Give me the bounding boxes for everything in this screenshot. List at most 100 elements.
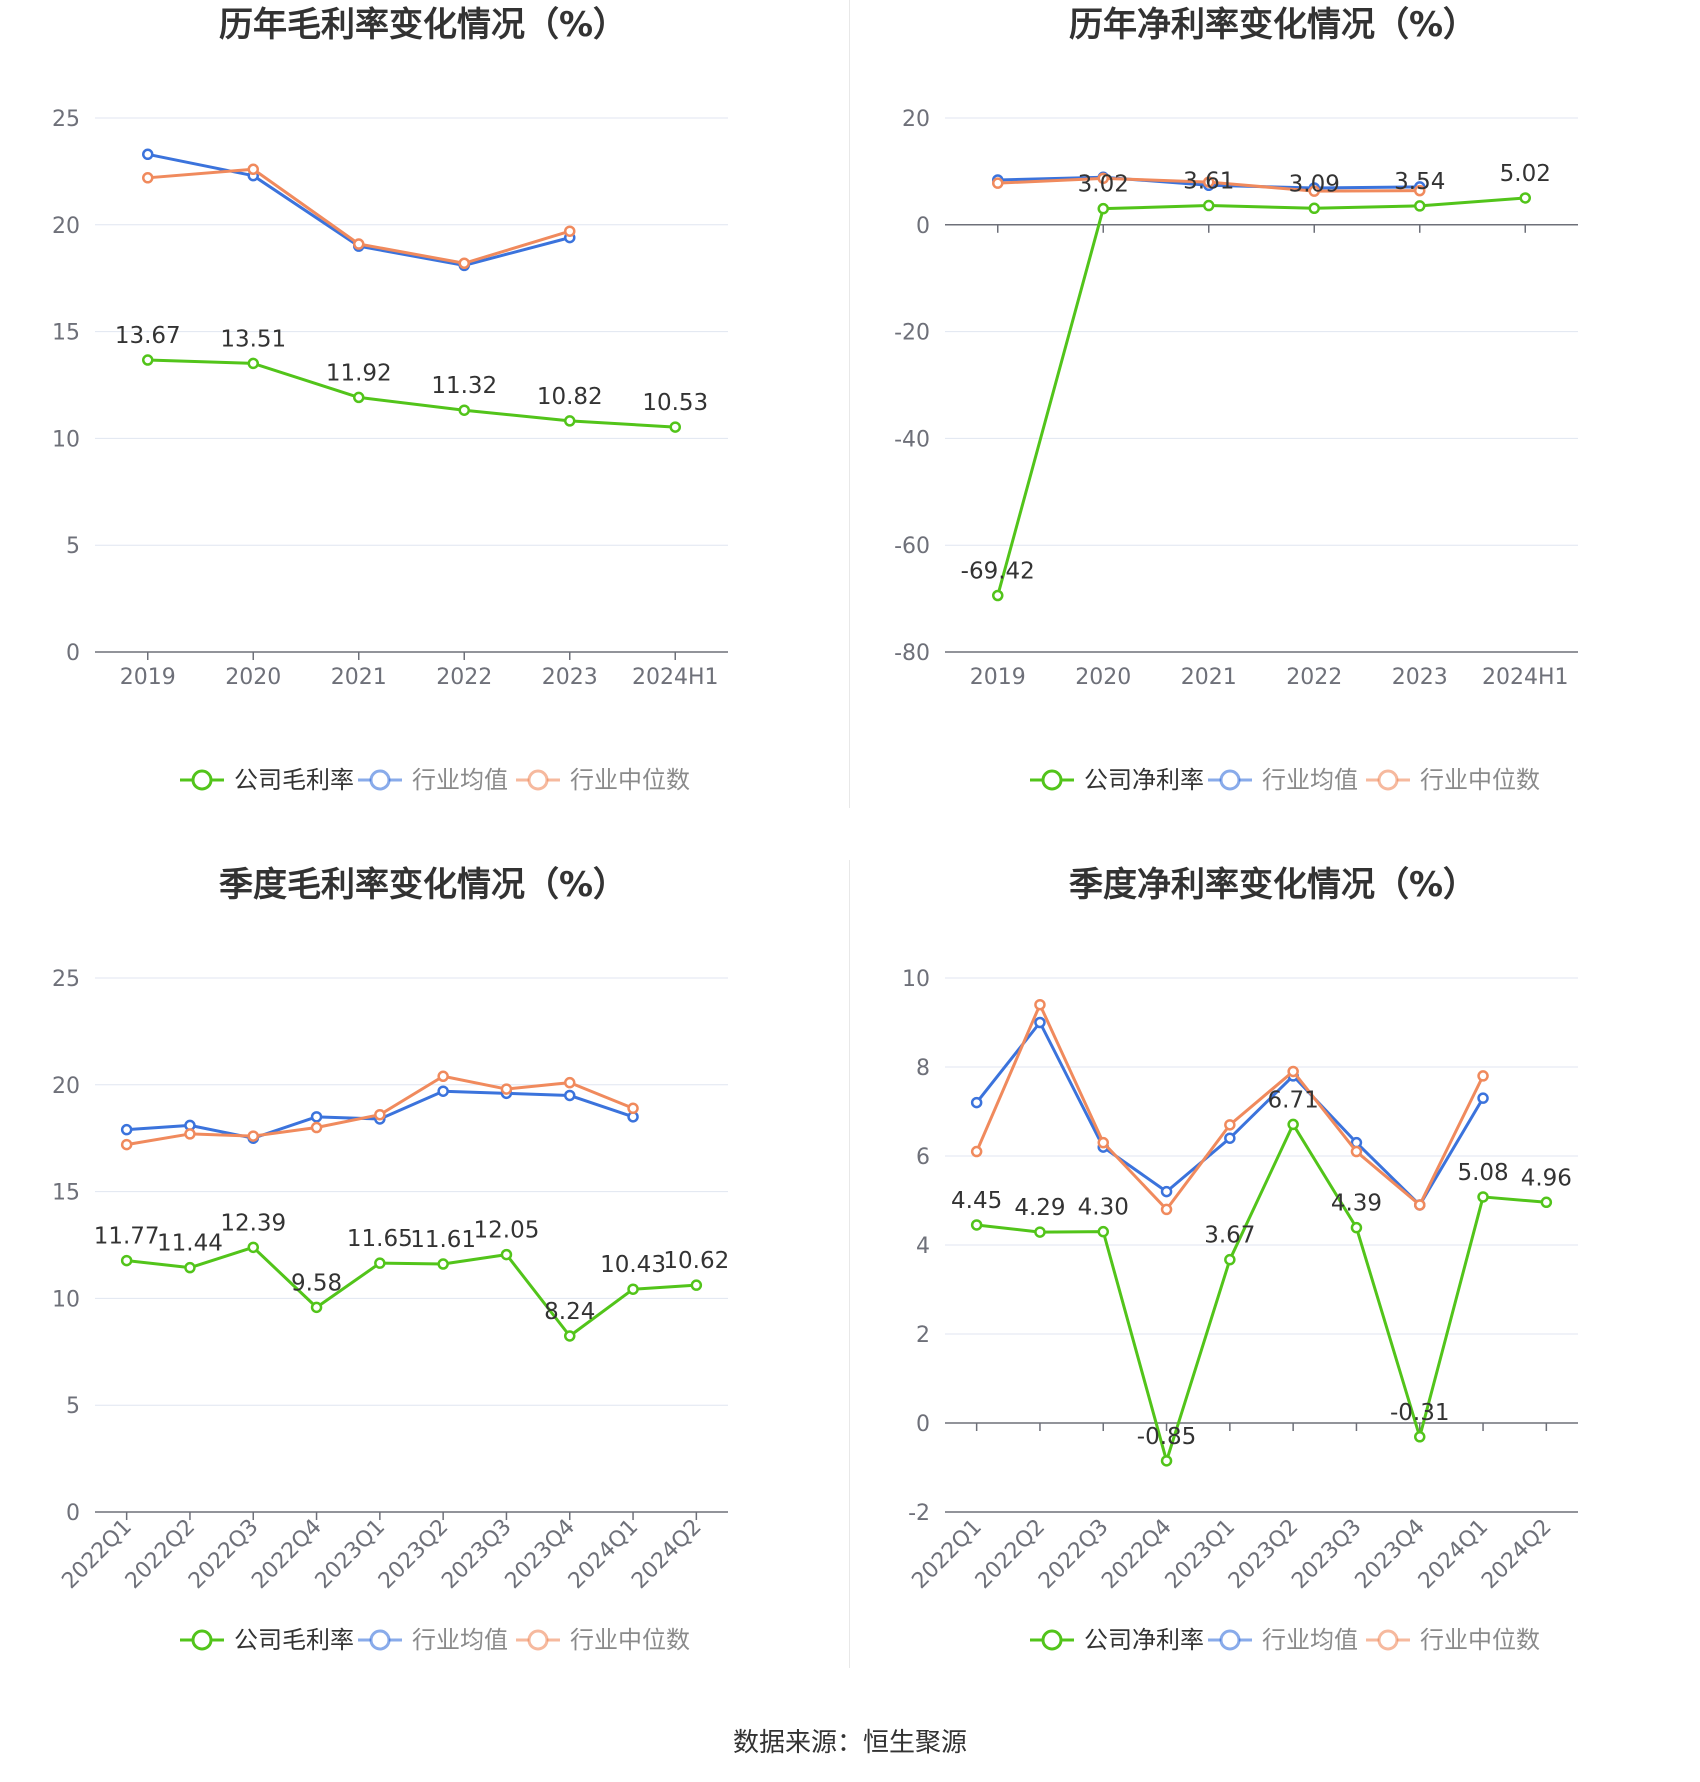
data-point xyxy=(247,357,259,370)
data-point xyxy=(1414,1431,1426,1443)
legend-label[interactable]: 行业中位数 xyxy=(570,766,690,794)
data-label: 3.09 xyxy=(1289,171,1340,197)
y-tick-label: -80 xyxy=(894,641,930,666)
data-point xyxy=(1097,172,1109,185)
x-tick-label: 2023Q3 xyxy=(1287,1515,1366,1594)
legend-label[interactable]: 行业均值 xyxy=(1262,766,1358,794)
data-point xyxy=(564,1076,576,1089)
x-tick-label: 2023Q3 xyxy=(437,1515,516,1594)
data-point xyxy=(1414,200,1426,212)
legend-marker xyxy=(527,1629,549,1651)
data-label: -0.31 xyxy=(1390,1400,1450,1426)
data-point xyxy=(1097,1136,1109,1149)
legend-label[interactable]: 行业中位数 xyxy=(1420,766,1540,794)
x-tick-label: 2020 xyxy=(225,665,281,690)
legend-label[interactable]: 行业中位数 xyxy=(570,1626,690,1654)
quarterly-net-margin-chart: 季度净利率变化情况（%） -2 0 2 4 6 8 10 2022Q1 2022Q2 2022Q3 2… xyxy=(850,860,1700,1720)
series-line xyxy=(975,1021,1485,1207)
x-tick-label: 2024Q2 xyxy=(627,1515,706,1594)
data-point xyxy=(142,172,154,184)
data-point xyxy=(992,177,1004,189)
data-label: 10.53 xyxy=(642,390,708,416)
y-tick-label: -60 xyxy=(894,534,930,559)
data-point xyxy=(184,1261,196,1274)
data-point xyxy=(353,391,365,404)
x-tick-label: 2019 xyxy=(970,665,1026,690)
y-tick-label: 0 xyxy=(916,214,930,239)
data-point xyxy=(1203,176,1215,188)
legend-marker xyxy=(1219,1629,1241,1651)
data-point xyxy=(690,1279,703,1291)
chart-title: 历年毛利率变化情况（%） xyxy=(219,5,627,45)
data-point xyxy=(627,1102,639,1115)
legend-label[interactable]: 行业中位数 xyxy=(1420,1626,1540,1654)
series-line xyxy=(126,1245,697,1338)
data-point xyxy=(992,589,1004,602)
data-label: 3.67 xyxy=(1204,1223,1255,1249)
y-tick-label: 0 xyxy=(66,1501,80,1526)
chart-svg: 历年毛利率变化情况（%） 0 5 10 15 20 25 2019 2020 2021 2022 20… xyxy=(52,5,728,794)
y-tick-label: 15 xyxy=(52,321,80,346)
x-tick-label: 2020 xyxy=(1075,665,1131,690)
data-label: 11.44 xyxy=(157,1231,223,1257)
data-label: 4.96 xyxy=(1521,1165,1572,1191)
chart-svg: 历年净利率变化情况（%） -80 -60 -40 -20 0 20 2019 2020 2021 2… xyxy=(894,5,1578,794)
data-point xyxy=(1308,202,1320,215)
legend-marker xyxy=(191,1629,213,1651)
legend-marker xyxy=(527,769,549,791)
data-point xyxy=(1519,192,1531,204)
data-point xyxy=(1224,1119,1236,1131)
y-tick-label: 20 xyxy=(52,214,80,239)
legend-label[interactable]: 行业均值 xyxy=(412,766,508,794)
x-tick-label: 2022Q2 xyxy=(121,1515,200,1594)
legend-label[interactable]: 行业均值 xyxy=(412,1626,508,1654)
data-label: 11.32 xyxy=(431,373,497,399)
x-tick-label: 2023 xyxy=(1392,665,1448,690)
data-point xyxy=(437,1085,449,1097)
legend-label[interactable]: 公司毛利率 xyxy=(234,1626,354,1654)
data-point xyxy=(1477,1191,1489,1203)
x-tick-label: 2024Q1 xyxy=(564,1515,643,1594)
data-point xyxy=(564,1089,576,1102)
data-label: 10.62 xyxy=(663,1248,729,1274)
data-point xyxy=(1224,1132,1236,1144)
x-tick-label: 2022Q3 xyxy=(184,1515,263,1594)
y-tick-label: 10 xyxy=(52,427,80,452)
legend-marker xyxy=(369,1629,391,1651)
y-tick-label: 2 xyxy=(916,1323,930,1348)
y-tick-label: 8 xyxy=(916,1056,930,1081)
chart-title: 季度净利率变化情况（%） xyxy=(1069,865,1477,905)
data-label: 11.65 xyxy=(347,1226,413,1252)
legend-label[interactable]: 公司毛利率 xyxy=(234,766,354,794)
y-tick-label: 25 xyxy=(52,967,80,992)
y-tick-label: 20 xyxy=(902,107,930,132)
data-point xyxy=(1350,1221,1363,1234)
legend-label[interactable]: 行业均值 xyxy=(1262,1626,1358,1654)
data-point xyxy=(1160,1203,1173,1216)
data-point xyxy=(120,1138,133,1151)
x-tick-label: 2022Q3 xyxy=(1034,1515,1113,1594)
legend-marker xyxy=(1041,769,1063,791)
y-tick-label: 20 xyxy=(52,1074,80,1099)
data-label: 11.61 xyxy=(410,1227,476,1253)
chart-title: 历年净利率变化情况（%） xyxy=(1069,5,1477,45)
y-tick-label: 0 xyxy=(916,1412,930,1437)
data-point xyxy=(669,421,681,433)
data-label: 4.29 xyxy=(1014,1195,1065,1221)
data-point xyxy=(1287,1065,1299,1078)
data-label: 10.82 xyxy=(537,384,603,410)
legend-label[interactable]: 公司净利率 xyxy=(1084,766,1204,794)
data-point xyxy=(374,1108,386,1121)
data-point xyxy=(437,1258,449,1270)
x-tick-label: 2019 xyxy=(120,665,176,690)
data-label: 6.71 xyxy=(1268,1087,1319,1113)
data-label: 8.24 xyxy=(544,1299,595,1325)
data-point xyxy=(1287,1118,1299,1131)
data-point xyxy=(458,404,470,416)
y-tick-label: -20 xyxy=(894,321,930,346)
x-tick-label: 2023Q2 xyxy=(1224,1515,1303,1594)
data-point xyxy=(1477,1070,1489,1082)
legend-label[interactable]: 公司净利率 xyxy=(1084,1626,1204,1654)
y-tick-label: 5 xyxy=(66,534,80,559)
annual-net-margin-chart: 历年净利率变化情况（%） -80 -60 -40 -20 0 20 2019 2020 2021 2… xyxy=(850,0,1700,860)
